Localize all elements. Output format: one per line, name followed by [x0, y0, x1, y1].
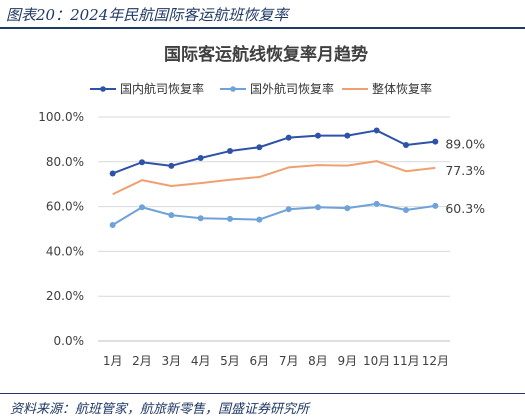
- source-rule: [0, 393, 525, 394]
- legend-marker: [100, 86, 106, 92]
- y-tick-label: 40.0%: [46, 244, 84, 258]
- data-point: [285, 206, 292, 213]
- data-point: [285, 134, 292, 141]
- data-point: [403, 206, 409, 213]
- source-note: 资料来源：航班管家，航旅新零售，国盛证券研究所: [10, 402, 310, 417]
- data-point: [256, 144, 263, 151]
- x-tick-label: 10月: [363, 354, 390, 368]
- series-line: [112, 129, 436, 175]
- chart-title: 国际客运航线恢复率月趋势: [164, 44, 368, 65]
- data-point: [227, 148, 233, 155]
- end-labels: 89.0% 60.3% 77.3%: [445, 137, 485, 216]
- x-tick-label: 9月: [338, 354, 358, 368]
- data-point: [256, 216, 263, 223]
- y-tick-label: 100.0%: [38, 110, 84, 124]
- data-point: [227, 215, 233, 222]
- x-tick-label: 11月: [392, 354, 419, 368]
- data-point: [432, 202, 439, 209]
- data-point: [344, 132, 351, 139]
- y-tick-label: 20.0%: [46, 289, 84, 303]
- x-tick-label: 2月: [132, 354, 152, 368]
- data-point: [139, 204, 145, 211]
- y-axis: 0.0% 20.0% 40.0% 60.0% 80.0% 100.0%: [38, 110, 84, 348]
- x-tick-label: 5月: [220, 354, 240, 368]
- data-point: [139, 159, 145, 166]
- legend-label: 整体恢复率: [372, 81, 432, 96]
- end-value-label: 89.0%: [445, 137, 485, 152]
- chart-legend: 国内航司恢复率 国外航司恢复率 整体恢复率: [90, 81, 432, 96]
- x-axis: 1月 2月 3月 4月 5月 6月 7月 8月 9月 10月 11月 12月: [103, 354, 449, 368]
- y-tick-label: 60.0%: [46, 200, 84, 214]
- chart-series: [109, 127, 439, 228]
- data-point: [168, 212, 175, 219]
- data-point: [344, 205, 351, 212]
- y-tick-label: 0.0%: [54, 334, 85, 348]
- x-tick-label: 3月: [162, 354, 182, 368]
- series-line: [112, 160, 436, 196]
- data-point: [197, 154, 204, 161]
- data-point: [432, 138, 439, 145]
- caption-rule: [0, 27, 525, 29]
- data-point: [109, 170, 116, 177]
- x-tick-label: 12月: [422, 354, 449, 368]
- x-tick-label: 7月: [279, 354, 299, 368]
- data-point: [403, 142, 409, 148]
- end-value-label: 77.3%: [445, 163, 485, 178]
- data-point: [373, 127, 380, 134]
- y-tick-label: 80.0%: [46, 155, 84, 169]
- data-point: [315, 132, 321, 139]
- chart-gridlines: [98, 116, 450, 342]
- data-point: [109, 221, 116, 228]
- x-tick-label: 4月: [191, 354, 211, 368]
- x-tick-label: 1月: [103, 354, 123, 368]
- data-point: [315, 204, 321, 211]
- figure-caption: 图表20：2024年民航国际客运航班恢复率: [6, 6, 289, 24]
- end-value-label: 60.3%: [445, 201, 485, 216]
- data-point: [168, 162, 175, 169]
- legend-marker: [230, 86, 236, 92]
- x-tick-label: 8月: [308, 354, 328, 368]
- legend-label: 国内航司恢复率: [120, 81, 204, 96]
- series-line: [112, 202, 436, 226]
- x-tick-label: 6月: [250, 354, 270, 368]
- line-chart: 国际客运航线恢复率月趋势 国内航司恢复率 国外航司恢复率 整体恢复率 0.0% 20.…: [38, 44, 485, 368]
- data-point: [373, 200, 380, 207]
- legend-label: 国外航司恢复率: [250, 81, 334, 96]
- data-point: [197, 215, 204, 222]
